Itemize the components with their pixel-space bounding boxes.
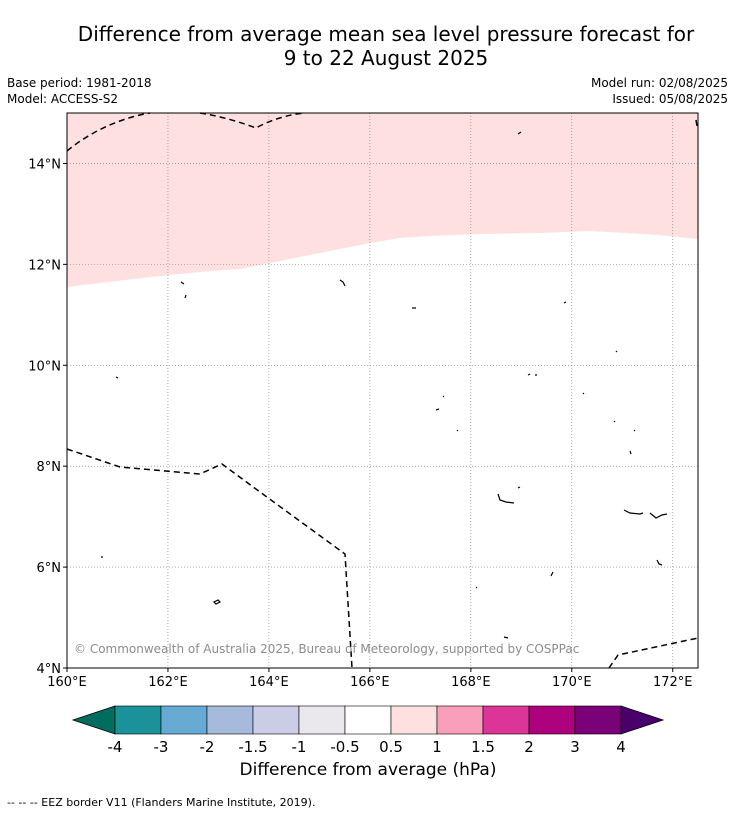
x-tick-label: 164°E: [249, 675, 289, 690]
colorbar-bin: [436, 705, 484, 735]
colorbar-bin: [574, 705, 622, 735]
chart-title: Difference from average mean sea level p…: [0, 22, 736, 70]
colorbar-tick-label: 0.5: [379, 738, 403, 756]
island: [527, 373, 585, 395]
colorbar-bin: [344, 705, 392, 735]
y-tick-label: 14°N: [28, 157, 61, 172]
colorbar-bin: [482, 705, 530, 735]
colorbar-tick-label: 2: [524, 738, 534, 756]
colorbar-bin: [206, 705, 254, 735]
title-line-2: 9 to 22 August 2025: [283, 46, 489, 70]
y-tick-label: 8°N: [37, 460, 62, 475]
x-tick-label: 168°E: [451, 675, 491, 690]
island: [550, 559, 663, 577]
colorbar-tick-label: 1.5: [471, 738, 495, 756]
island: [563, 301, 636, 455]
x-tick-label: 162°E: [148, 675, 188, 690]
y-tick-label: 10°N: [28, 359, 61, 374]
island: [212, 599, 222, 605]
colorbar-bin: [298, 705, 346, 735]
meta-left: Base period: 1981-2018 Model: ACCESS-S2: [7, 75, 152, 107]
x-tick-label: 170°E: [552, 675, 592, 690]
eez-border-southeast: [608, 637, 699, 669]
colorbar-tick-label: 3: [570, 738, 580, 756]
island: [517, 131, 522, 135]
y-tick-label: 6°N: [37, 561, 62, 576]
colorbar-tick-label: -2: [200, 738, 215, 756]
island: [115, 376, 119, 379]
base-period-label: Base period: 1981-2018: [7, 76, 152, 90]
issued-label: Issued: 05/08/2025: [612, 92, 728, 106]
x-tick-label: 166°E: [350, 675, 390, 690]
y-tick-label: 4°N: [37, 662, 62, 677]
colorbar-bin: [160, 705, 208, 735]
island: [101, 556, 509, 639]
colorbar-bin: [528, 705, 576, 735]
eez-border-west: [66, 448, 353, 669]
eez-border-north: [66, 112, 306, 152]
islands: [101, 131, 668, 639]
eez-borders: [66, 112, 699, 669]
colorbar-bin: [390, 705, 438, 735]
eez-border-northeast: [695, 119, 698, 127]
model-run-label: Model run: 02/08/2025: [590, 76, 728, 90]
grid-lines: [67, 113, 698, 668]
x-tick-label: 160°E: [47, 675, 87, 690]
copyright-notice: © Commonwealth of Australia 2025, Bureau…: [74, 642, 579, 656]
island: [623, 509, 668, 519]
colorbar-tick-label: -1: [292, 738, 307, 756]
island: [497, 486, 521, 504]
y-axis-ticks: 4°N 6°N 8°N 10°N 12°N 14°N: [28, 157, 67, 677]
island: [180, 281, 187, 299]
colorbar-extend-low: [71, 705, 116, 735]
colorbar-tick-label: 1: [432, 738, 442, 756]
title-line-1: Difference from average mean sea level p…: [77, 22, 695, 46]
model-label: Model: ACCESS-S2: [7, 92, 119, 106]
meta-right: Model run: 02/08/2025 Issued: 05/08/2025: [591, 75, 728, 107]
colorbar-bin: [252, 705, 300, 735]
island: [339, 279, 346, 287]
y-tick-label: 12°N: [28, 258, 61, 273]
colorbar: -4 -3 -2 -1.5 -1 -0.5 0.5 1 1.5 2 3 4: [71, 705, 665, 756]
colorbar-bin: [114, 705, 162, 735]
eez-footnote: -- -- -- EEZ border V11 (Flanders Marine…: [7, 796, 316, 809]
x-tick-label: 172°E: [653, 675, 693, 690]
colorbar-caption: Difference from average (hPa): [239, 760, 497, 780]
colorbar-extend-high: [620, 705, 665, 735]
x-axis-ticks: 160°E 162°E 164°E 166°E 168°E 170°E 172°E: [47, 668, 693, 690]
map-frame: [66, 112, 699, 669]
anomaly-region: [67, 113, 698, 287]
colorbar-tick-label: -1.5: [238, 738, 267, 756]
colorbar-tick-label: -0.5: [330, 738, 359, 756]
colorbar-tick-label: -4: [108, 738, 123, 756]
island: [435, 395, 459, 432]
colorbar-tick-label: 4: [616, 738, 626, 756]
colorbar-tick-label: -3: [154, 738, 169, 756]
